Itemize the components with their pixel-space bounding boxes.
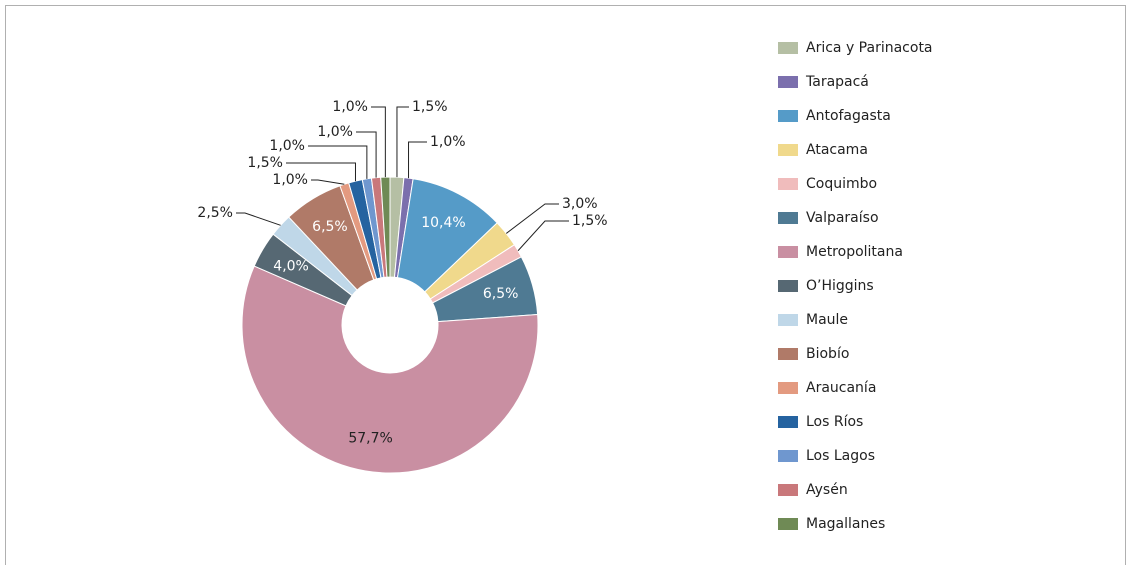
legend-swatch xyxy=(778,518,798,530)
legend-label: Magallanes xyxy=(806,516,885,532)
data-label: 1,5% xyxy=(572,213,608,229)
leader-line xyxy=(308,145,368,179)
data-label: 1,0% xyxy=(430,134,466,150)
leader-line xyxy=(505,203,559,234)
legend-label: Maule xyxy=(806,312,848,328)
data-label: 57,7% xyxy=(348,430,392,446)
legend-swatch xyxy=(778,110,798,122)
data-label: 4,0% xyxy=(273,258,309,274)
data-label: 2,5% xyxy=(197,205,233,221)
leader-line xyxy=(286,162,356,182)
legend-label: Coquimbo xyxy=(806,176,877,192)
leader-line xyxy=(236,212,281,226)
legend-label: Arica y Parinacota xyxy=(806,40,933,56)
slice xyxy=(380,176,391,278)
legend-swatch xyxy=(778,280,798,292)
legend-swatch xyxy=(778,76,798,88)
legend-swatch xyxy=(778,382,798,394)
legend-swatch xyxy=(778,484,798,496)
data-label: 1,5% xyxy=(247,155,283,171)
legend-swatch xyxy=(778,42,798,54)
data-label: 1,0% xyxy=(332,99,368,115)
data-label: 1,5% xyxy=(412,99,448,115)
data-label: 10,4% xyxy=(421,215,465,231)
leader-line xyxy=(408,141,427,179)
legend-swatch xyxy=(778,178,798,190)
slice xyxy=(241,265,539,474)
leader-line xyxy=(517,220,569,252)
leader-line xyxy=(311,179,345,185)
legend-label: Los Ríos xyxy=(806,414,863,430)
legend-label: O’Higgins xyxy=(806,278,874,294)
legend-label: Aysén xyxy=(806,482,848,498)
leader-line xyxy=(371,106,386,178)
legend-swatch xyxy=(778,246,798,258)
data-label: 6,5% xyxy=(312,219,348,235)
legend-swatch xyxy=(778,144,798,156)
legend-swatch xyxy=(778,212,798,224)
data-label: 3,0% xyxy=(562,196,598,212)
frame xyxy=(5,5,1126,565)
legend-swatch xyxy=(778,416,798,428)
legend-label: Atacama xyxy=(806,142,868,158)
legend-label: Araucanía xyxy=(806,380,876,396)
legend-swatch xyxy=(778,314,798,326)
legend-swatch xyxy=(778,450,798,462)
leader-line xyxy=(396,106,409,178)
legend-swatch xyxy=(778,348,798,360)
data-label: 1,0% xyxy=(272,172,308,188)
legend-label: Biobío xyxy=(806,346,849,362)
leader-line xyxy=(356,131,377,178)
data-label: 1,0% xyxy=(317,124,353,140)
legend-label: Valparaíso xyxy=(806,210,879,226)
legend-label: Metropolitana xyxy=(806,244,903,260)
data-label: 1,0% xyxy=(269,138,305,154)
legend-label: Tarapacá xyxy=(805,74,869,90)
legend-label: Antofagasta xyxy=(806,108,891,124)
legend-label: Los Lagos xyxy=(806,448,875,464)
data-label: 6,5% xyxy=(483,286,519,302)
